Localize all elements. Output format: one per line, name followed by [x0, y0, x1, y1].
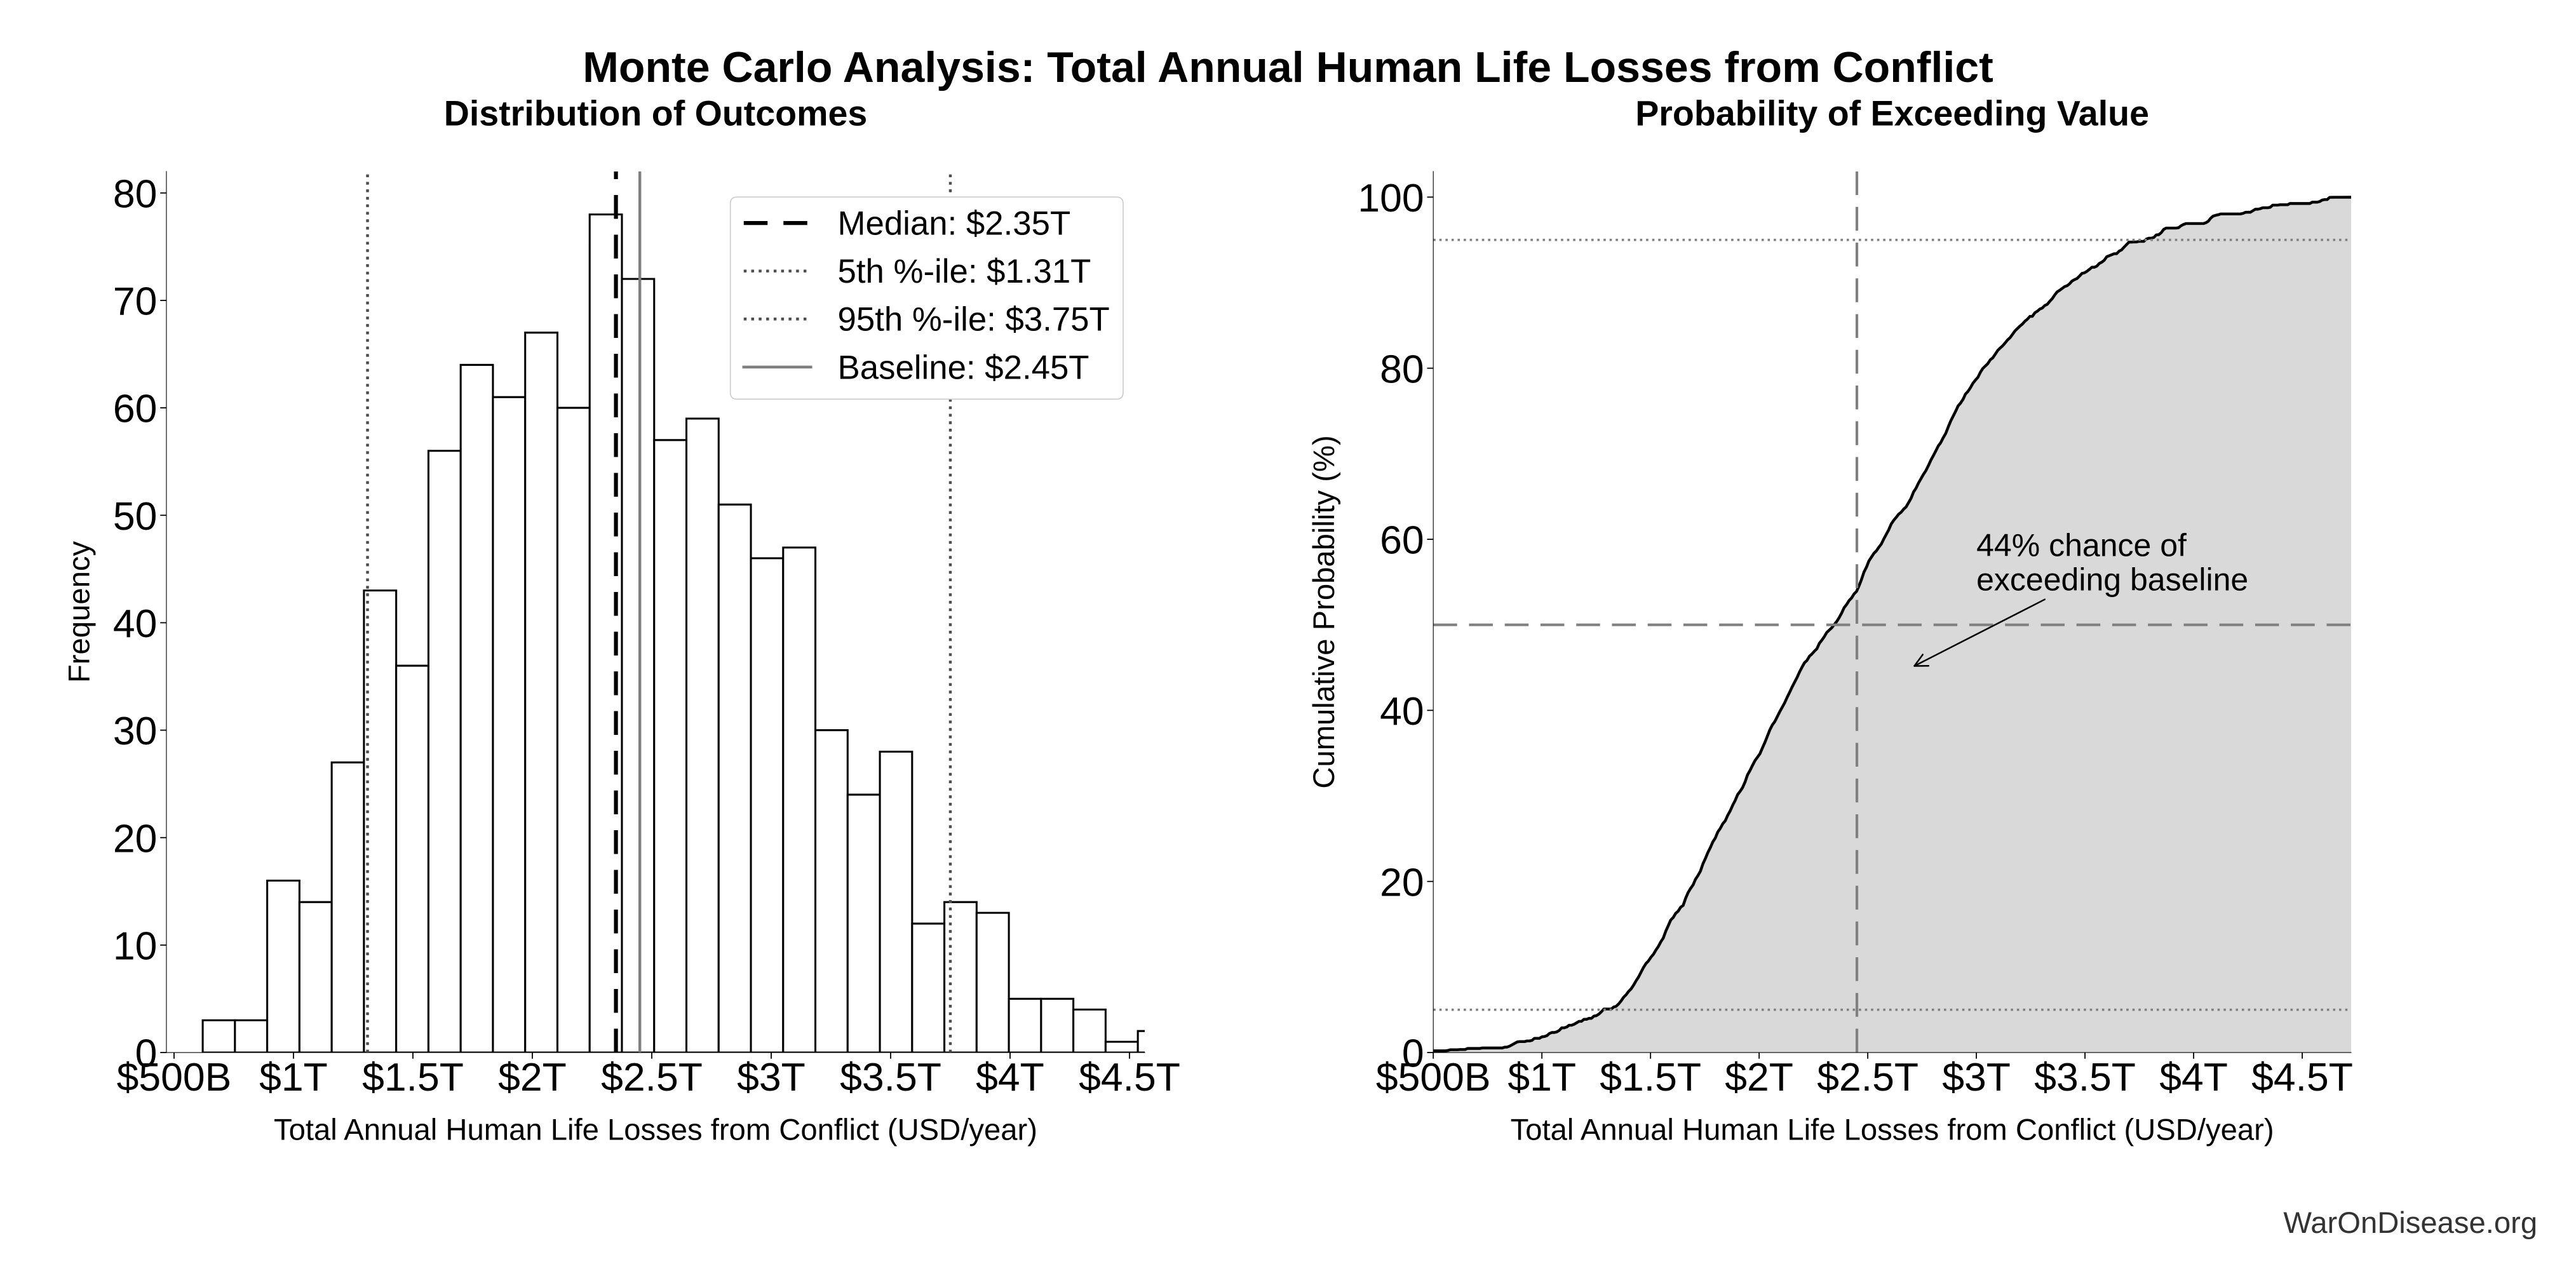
svg-text:$2T: $2T — [1725, 1055, 1793, 1100]
svg-text:0: 0 — [135, 1032, 158, 1076]
svg-text:exceeding baseline: exceeding baseline — [1976, 562, 2248, 597]
svg-text:$4T: $4T — [2159, 1055, 2228, 1100]
svg-text:$3.5T: $3.5T — [840, 1055, 941, 1100]
svg-text:Frequency: Frequency — [62, 541, 96, 683]
svg-text:$3T: $3T — [1942, 1055, 2011, 1100]
svg-text:Baseline: $2.45T: Baseline: $2.45T — [838, 349, 1089, 386]
svg-text:$2.5T: $2.5T — [601, 1055, 703, 1100]
svg-text:50: 50 — [113, 494, 158, 539]
svg-text:$3.5T: $3.5T — [2034, 1055, 2136, 1100]
svg-text:$4T: $4T — [976, 1055, 1044, 1100]
svg-text:$500B: $500B — [1376, 1055, 1491, 1100]
svg-text:$2.5T: $2.5T — [1817, 1055, 1919, 1100]
svg-text:$4.5T: $4.5T — [2251, 1055, 2353, 1100]
svg-text:$4.5T: $4.5T — [1079, 1055, 1180, 1100]
svg-text:100: 100 — [1358, 176, 1424, 220]
svg-text:60: 60 — [1380, 518, 1424, 563]
svg-text:70: 70 — [113, 279, 158, 324]
svg-text:10: 10 — [113, 924, 158, 969]
svg-text:Cumulative Probability (%): Cumulative Probability (%) — [1307, 435, 1341, 788]
svg-text:Total Annual Human Life Losses: Total Annual Human Life Losses from Conf… — [1511, 1113, 2274, 1147]
svg-text:$2T: $2T — [498, 1055, 567, 1100]
svg-text:$1T: $1T — [1507, 1055, 1576, 1100]
svg-text:20: 20 — [1380, 860, 1424, 904]
svg-text:Monte Carlo Analysis: Total An: Monte Carlo Analysis: Total Annual Human… — [583, 43, 1993, 91]
svg-text:44% chance of: 44% chance of — [1976, 527, 2187, 563]
svg-text:$1.5T: $1.5T — [362, 1055, 464, 1100]
svg-text:WarOnDisease.org: WarOnDisease.org — [2283, 1206, 2537, 1240]
svg-text:Distribution of Outcomes: Distribution of Outcomes — [444, 93, 868, 133]
svg-text:5th %-ile: $1.31T: 5th %-ile: $1.31T — [838, 253, 1091, 290]
svg-text:$1.5T: $1.5T — [1600, 1055, 1701, 1100]
svg-text:0: 0 — [1402, 1032, 1424, 1076]
svg-text:Total Annual Human Life Losses: Total Annual Human Life Losses from Conf… — [274, 1113, 1037, 1147]
svg-text:40: 40 — [1380, 689, 1424, 734]
svg-text:40: 40 — [113, 602, 158, 646]
svg-text:95th %-ile: $3.75T: 95th %-ile: $3.75T — [838, 301, 1110, 339]
svg-text:80: 80 — [113, 171, 158, 216]
svg-text:80: 80 — [1380, 347, 1424, 391]
svg-text:Median: $2.35T: Median: $2.35T — [838, 205, 1071, 243]
svg-text:60: 60 — [113, 387, 158, 431]
svg-text:$1T: $1T — [259, 1055, 328, 1100]
svg-text:20: 20 — [113, 816, 158, 861]
svg-text:$500B: $500B — [117, 1055, 232, 1100]
svg-text:Probability of Exceeding Value: Probability of Exceeding Value — [1635, 93, 2149, 133]
svg-text:$3T: $3T — [737, 1055, 806, 1100]
svg-text:30: 30 — [113, 709, 158, 753]
